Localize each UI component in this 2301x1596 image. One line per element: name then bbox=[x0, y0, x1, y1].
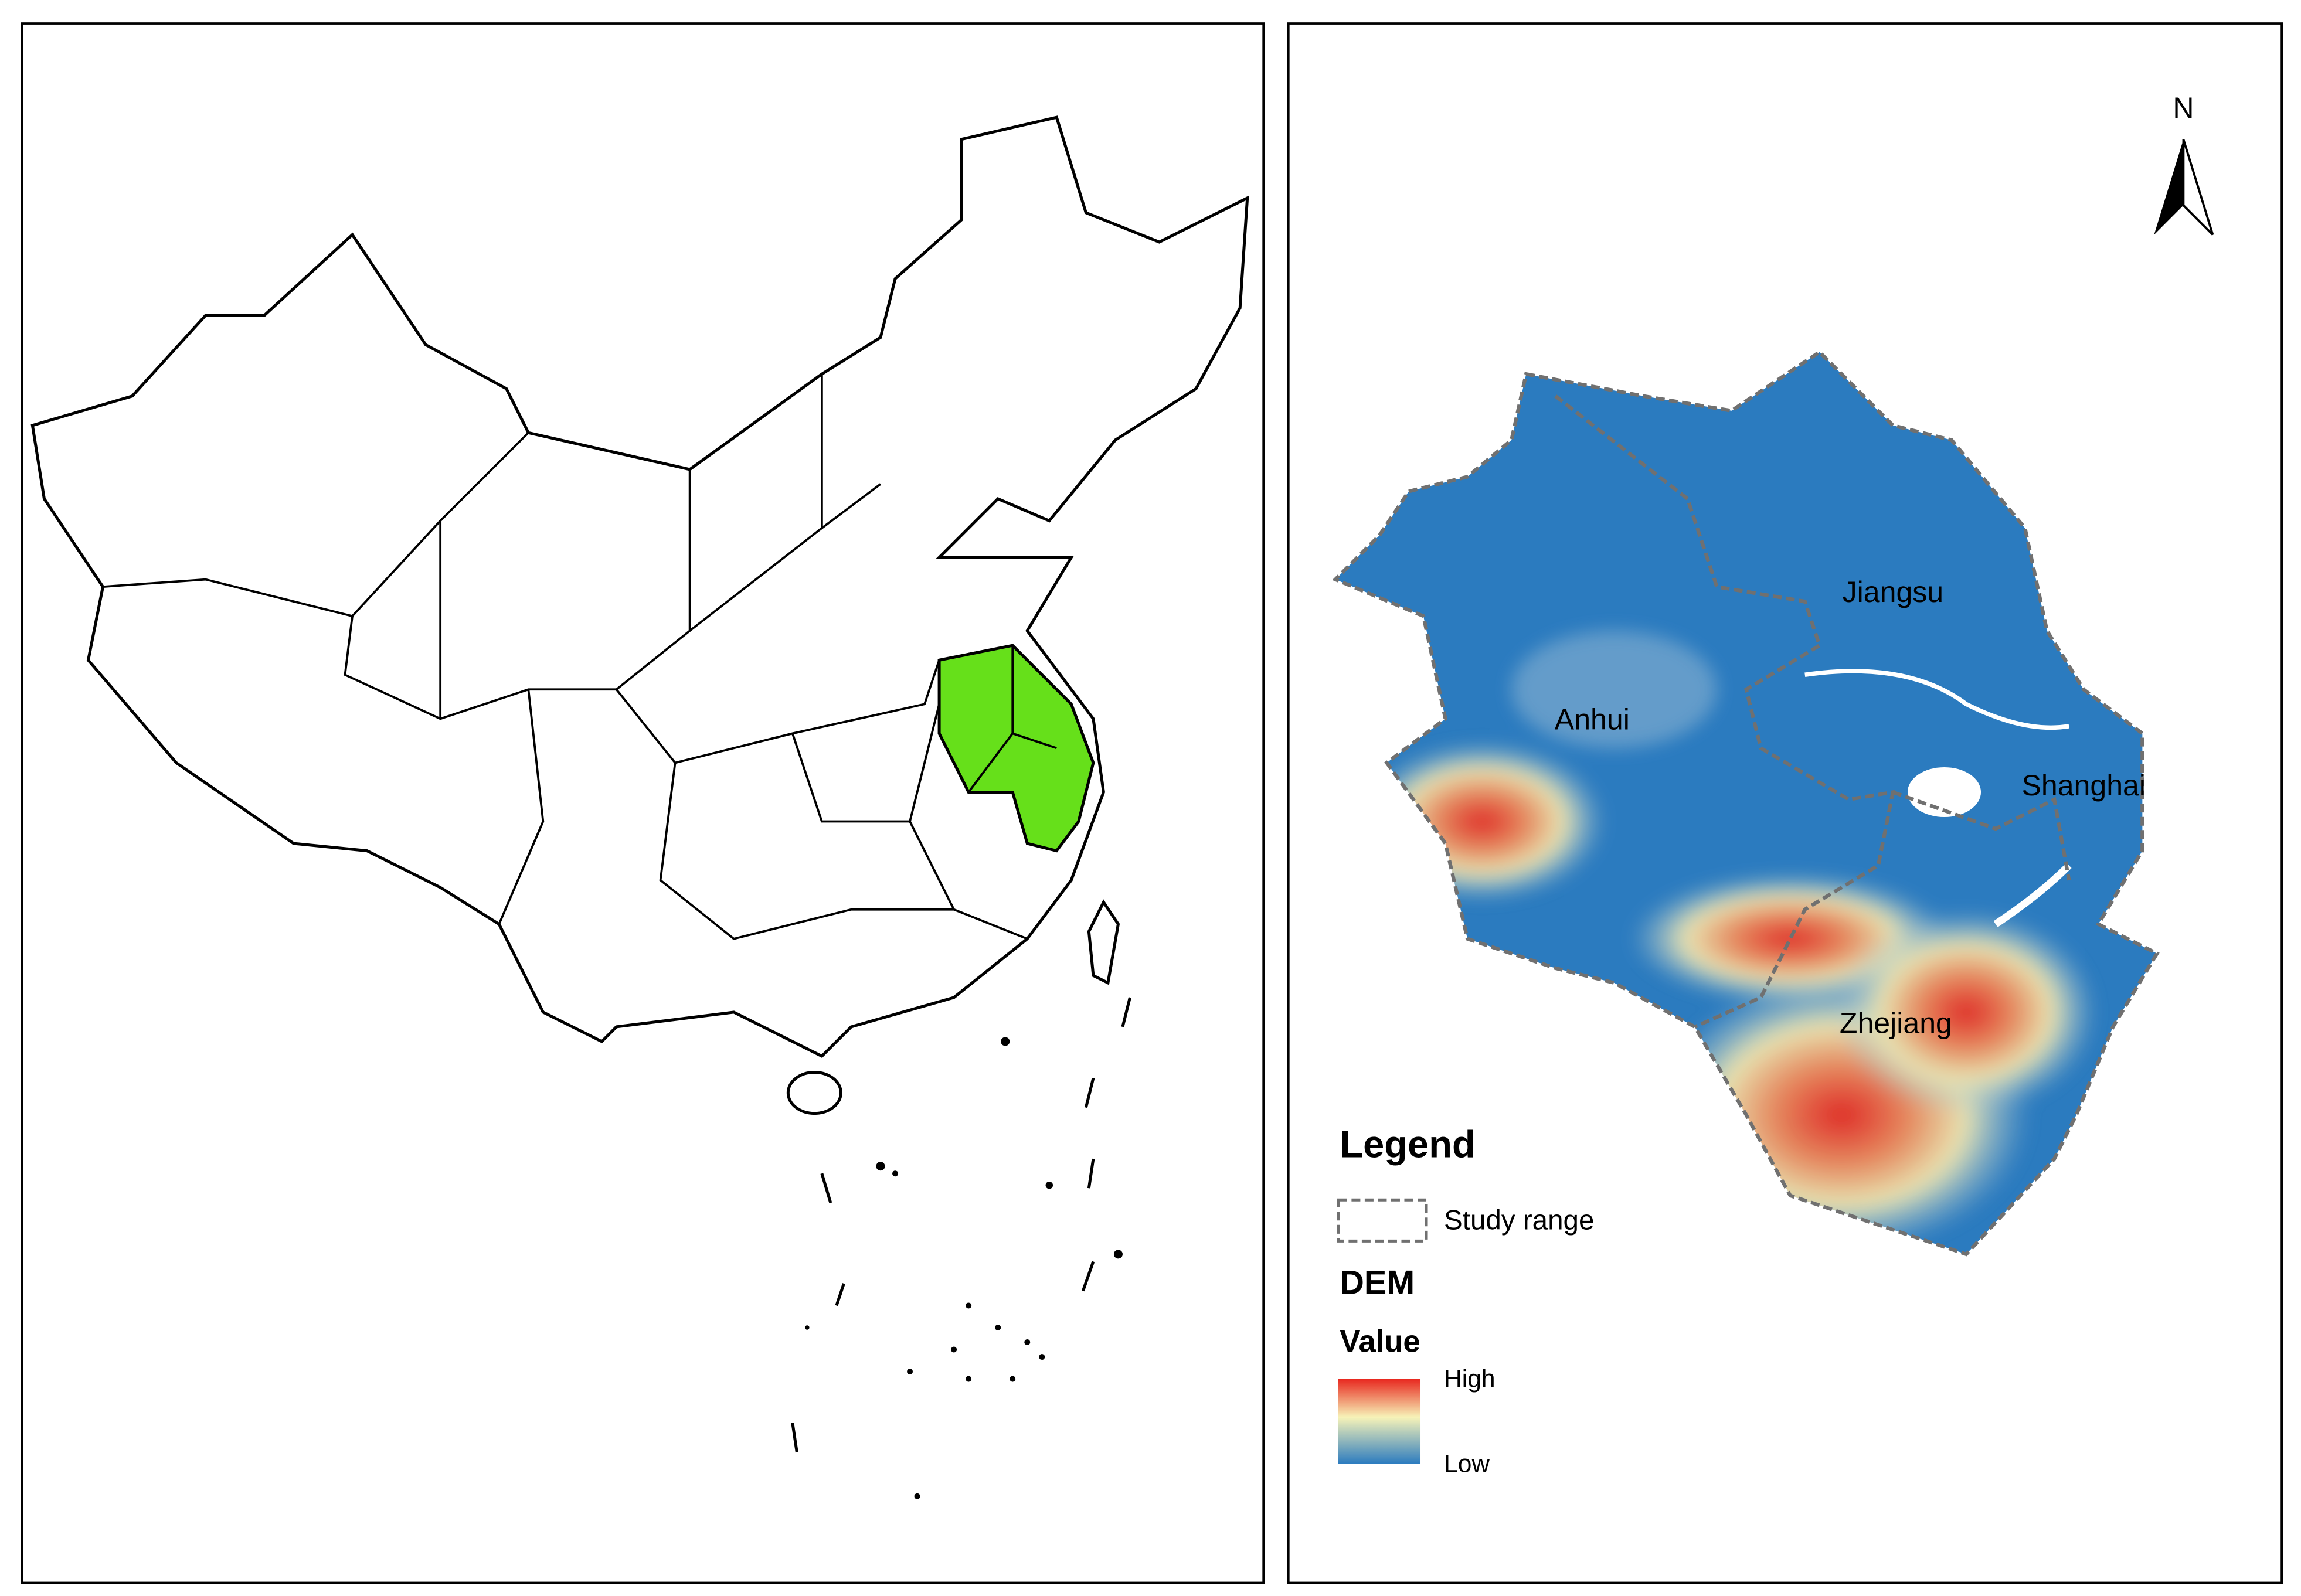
legend-dem: DEM bbox=[1340, 1264, 1415, 1302]
label-anhui: Anhui bbox=[1555, 703, 1630, 736]
study-province-borders bbox=[967, 645, 1057, 793]
legend-study-range: Study range bbox=[1444, 1204, 1594, 1236]
south-sea-dashes bbox=[791, 997, 1131, 1453]
hainan bbox=[786, 1071, 842, 1115]
china-outline bbox=[30, 115, 1249, 1059]
north-arrow-right bbox=[2182, 139, 2214, 236]
label-jiangsu: Jiangsu bbox=[1843, 576, 1944, 608]
north-arrow-left bbox=[2154, 139, 2184, 235]
legend-study-range-swatch bbox=[1337, 1198, 1428, 1243]
province-borders bbox=[103, 374, 1028, 940]
label-shanghai: Shanghai bbox=[2021, 769, 2146, 802]
legend-title: Legend bbox=[1340, 1122, 1475, 1165]
legend-low: Low bbox=[1444, 1449, 1490, 1478]
label-zhejiang: Zhejiang bbox=[1840, 1007, 1952, 1040]
islands bbox=[805, 1037, 1123, 1499]
study-range-boundary bbox=[1332, 349, 2160, 1257]
legend-value: Value bbox=[1340, 1324, 1420, 1359]
legend-dem-ramp bbox=[1338, 1379, 1421, 1464]
study-provinces bbox=[937, 644, 1095, 853]
legend-high: High bbox=[1444, 1364, 1495, 1393]
taiwan bbox=[1087, 899, 1120, 985]
north-label: N bbox=[2173, 91, 2194, 124]
